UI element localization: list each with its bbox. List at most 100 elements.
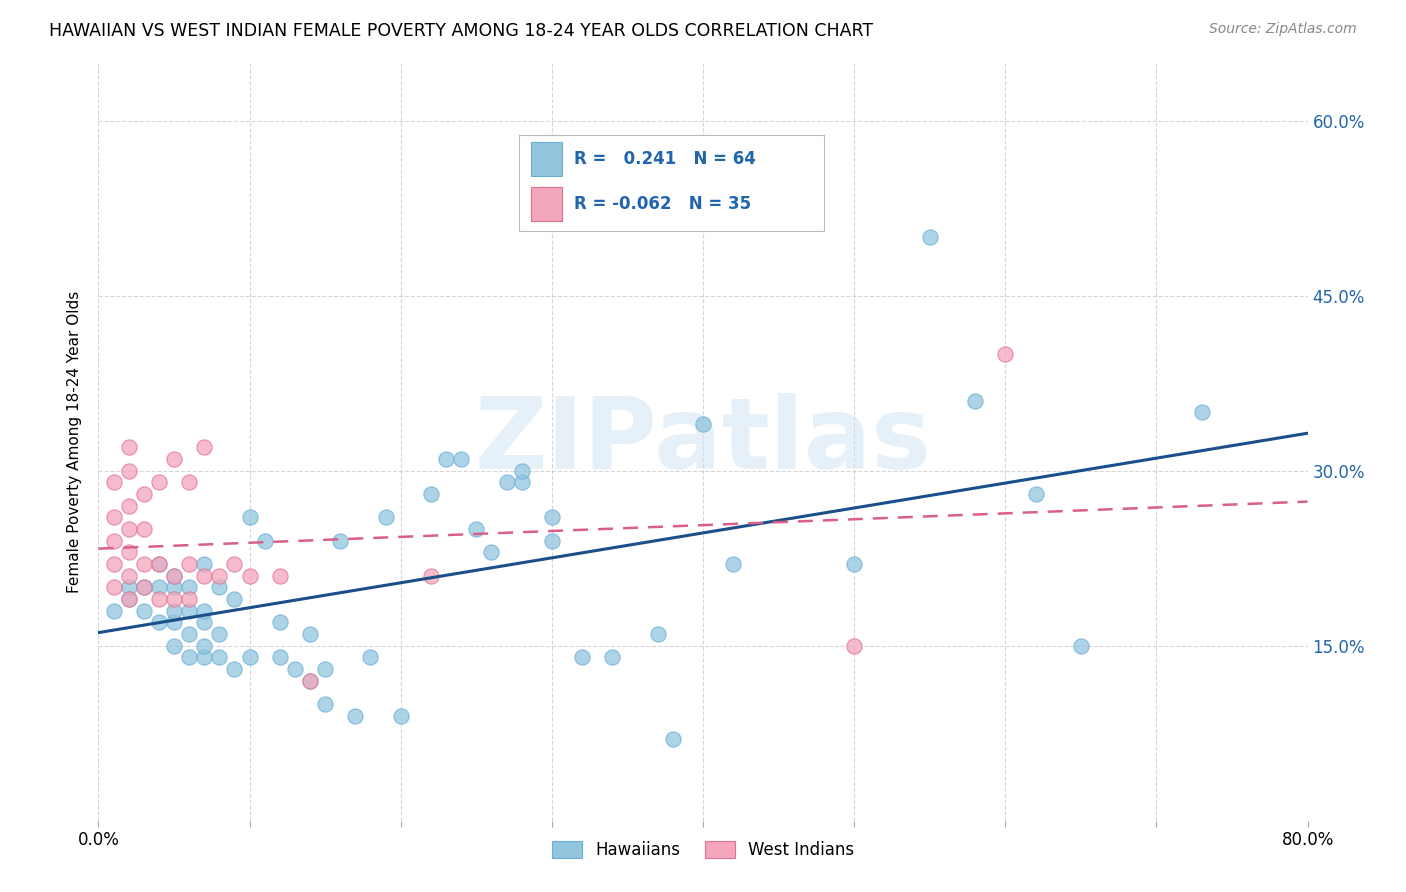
Point [103, 557, 125, 571]
Text: R = -0.062   N = 35: R = -0.062 N = 35 [574, 195, 751, 213]
Point [193, 615, 215, 630]
Point [224, 592, 246, 607]
Text: R =   0.241   N = 64: R = 0.241 N = 64 [574, 150, 756, 168]
Point [132, 604, 155, 618]
Point [193, 639, 215, 653]
Point [692, 417, 714, 431]
Point [148, 580, 170, 594]
Point [269, 650, 291, 665]
Text: HAWAIIAN VS WEST INDIAN FEMALE POVERTY AMONG 18-24 YEAR OLDS CORRELATION CHART: HAWAIIAN VS WEST INDIAN FEMALE POVERTY A… [49, 22, 873, 40]
Point [510, 464, 533, 478]
Point [420, 568, 443, 582]
Point [148, 615, 170, 630]
Point [602, 650, 624, 665]
Point [118, 568, 141, 582]
Point [844, 557, 866, 571]
Point [118, 499, 141, 513]
Point [132, 487, 155, 501]
Point [284, 662, 307, 676]
Point [179, 627, 201, 641]
Point [389, 708, 412, 723]
Point [1070, 639, 1092, 653]
Point [118, 522, 141, 536]
Point [965, 393, 987, 408]
Point [163, 568, 186, 582]
Point [269, 615, 291, 630]
Point [163, 639, 186, 653]
Point [132, 580, 155, 594]
Point [163, 452, 186, 467]
Point [465, 522, 488, 536]
Point [269, 568, 291, 582]
Point [148, 557, 170, 571]
Legend: Hawaiians, West Indians: Hawaiians, West Indians [546, 834, 860, 865]
Point [344, 708, 367, 723]
FancyBboxPatch shape [531, 142, 562, 176]
Point [374, 510, 396, 524]
Point [132, 557, 155, 571]
Point [103, 533, 125, 548]
Point [179, 475, 201, 490]
Point [661, 731, 683, 746]
Text: Source: ZipAtlas.com: Source: ZipAtlas.com [1209, 22, 1357, 37]
Point [329, 533, 352, 548]
Point [314, 697, 336, 711]
Point [179, 650, 201, 665]
Point [163, 580, 186, 594]
Point [208, 580, 231, 594]
Point [224, 557, 246, 571]
Point [148, 475, 170, 490]
Point [434, 452, 457, 467]
Point [163, 615, 186, 630]
Point [495, 475, 517, 490]
Point [193, 568, 215, 582]
Text: ZIPatlas: ZIPatlas [475, 393, 931, 490]
Point [163, 568, 186, 582]
Point [132, 522, 155, 536]
Point [208, 650, 231, 665]
Point [1024, 487, 1046, 501]
Point [481, 545, 503, 559]
Point [918, 230, 941, 244]
Point [118, 441, 141, 455]
Point [132, 580, 155, 594]
Point [193, 650, 215, 665]
Point [179, 557, 201, 571]
Point [299, 673, 322, 688]
Y-axis label: Female Poverty Among 18-24 Year Olds: Female Poverty Among 18-24 Year Olds [66, 291, 82, 592]
Point [224, 662, 246, 676]
Point [118, 592, 141, 607]
Point [193, 557, 215, 571]
Point [844, 639, 866, 653]
Point [118, 545, 141, 559]
Point [1191, 405, 1213, 419]
Point [253, 533, 276, 548]
Point [193, 604, 215, 618]
Point [994, 347, 1017, 361]
Point [118, 580, 141, 594]
Point [510, 475, 533, 490]
Point [239, 568, 262, 582]
Point [299, 627, 322, 641]
Point [571, 650, 593, 665]
Point [118, 464, 141, 478]
Point [148, 557, 170, 571]
Point [179, 604, 201, 618]
Point [148, 592, 170, 607]
Point [179, 592, 201, 607]
Point [118, 592, 141, 607]
Point [193, 441, 215, 455]
Point [208, 627, 231, 641]
Point [208, 568, 231, 582]
Point [540, 533, 562, 548]
FancyBboxPatch shape [531, 187, 562, 221]
Point [450, 452, 472, 467]
Point [723, 557, 745, 571]
Point [647, 627, 669, 641]
Point [163, 592, 186, 607]
Point [163, 604, 186, 618]
Point [540, 510, 562, 524]
Point [103, 580, 125, 594]
Point [420, 487, 443, 501]
Point [179, 580, 201, 594]
